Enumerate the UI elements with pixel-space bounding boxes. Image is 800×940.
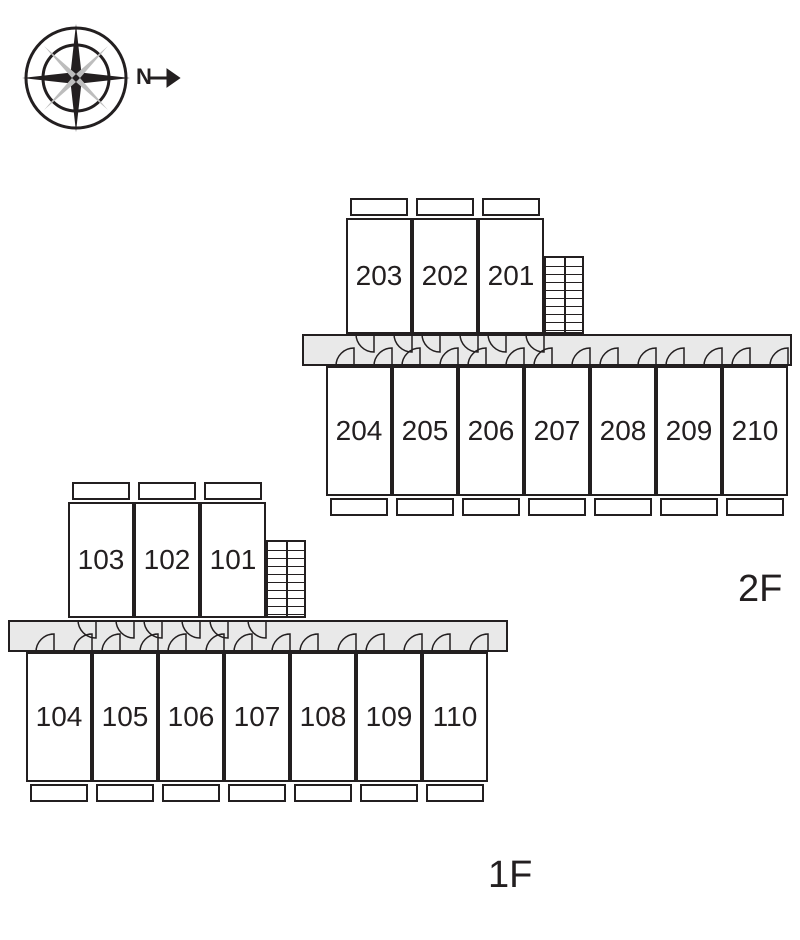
floorplan-canvas: N 203 202 201 204 205 206: [0, 0, 800, 940]
door-swings: [0, 0, 800, 940]
